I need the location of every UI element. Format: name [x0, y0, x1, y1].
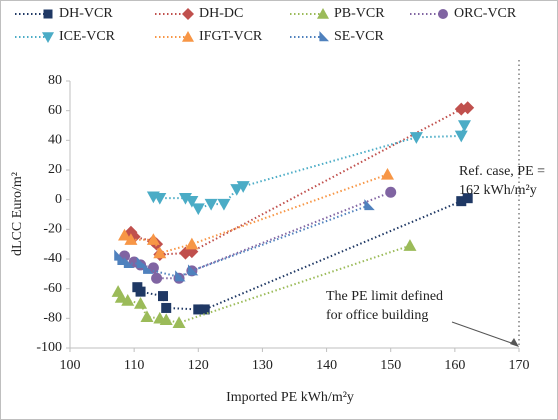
marker — [182, 31, 194, 42]
annotation: Ref. case, PE = — [459, 164, 545, 179]
marker — [159, 313, 173, 326]
x-tick-label: 160 — [444, 358, 465, 373]
marker — [153, 192, 167, 205]
marker — [151, 272, 163, 284]
y-axis-label: dLCC Euro/m² — [10, 172, 25, 256]
legend-label: IFGT-VCR — [199, 29, 263, 44]
trend-line — [123, 173, 388, 255]
marker — [385, 186, 397, 198]
marker — [182, 8, 194, 20]
marker — [317, 8, 329, 19]
marker — [143, 262, 154, 274]
x-tick-label: 130 — [252, 358, 273, 373]
marker — [236, 181, 250, 193]
marker — [454, 130, 468, 143]
marker — [42, 32, 54, 43]
y-tick-label: -100 — [36, 340, 62, 355]
legend-label: DH-VCR — [59, 6, 113, 21]
y-tick-label: 40 — [48, 133, 62, 148]
legend-label: ORC-VCR — [454, 6, 517, 21]
marker — [124, 233, 138, 245]
marker — [461, 101, 475, 115]
marker — [204, 198, 218, 211]
marker — [438, 9, 448, 19]
marker — [158, 291, 169, 302]
marker — [193, 304, 204, 315]
marker — [178, 192, 192, 205]
marker — [135, 286, 146, 297]
y-tick-label: -80 — [43, 311, 62, 326]
x-tick-label: 170 — [509, 358, 530, 373]
marker — [199, 304, 210, 315]
marker — [175, 270, 186, 282]
marker — [118, 228, 132, 241]
trend-line — [153, 125, 466, 210]
legend-label: PB-VCR — [334, 6, 385, 21]
marker — [403, 239, 417, 251]
arrow-head — [510, 338, 519, 347]
marker — [146, 233, 160, 245]
marker — [187, 264, 199, 276]
y-tick-label: -40 — [43, 251, 62, 266]
marker — [381, 167, 395, 180]
marker — [136, 256, 148, 268]
y-tick-label: 20 — [48, 162, 62, 177]
x-tick-label: 110 — [124, 358, 144, 373]
marker — [134, 297, 148, 309]
marker — [114, 249, 125, 261]
marker — [462, 193, 473, 204]
y-tick-label: 0 — [55, 192, 62, 207]
y-tick-label: 60 — [48, 103, 62, 118]
marker — [161, 302, 172, 313]
marker — [123, 256, 135, 268]
marker — [127, 230, 141, 244]
x-tick-label: 100 — [60, 358, 81, 373]
annotation-arrow — [451, 321, 518, 346]
marker — [121, 294, 135, 306]
legend-label: SE-VCR — [334, 29, 384, 44]
x-tick-label: 120 — [188, 358, 209, 373]
marker — [319, 31, 329, 42]
marker — [217, 198, 231, 211]
y-tick-label: -60 — [43, 281, 62, 296]
annotation: 162 kWh/m²y — [459, 183, 537, 198]
legend-label: DH-DC — [199, 6, 243, 21]
marker — [409, 132, 423, 144]
y-tick-label: 80 — [48, 73, 62, 88]
marker — [185, 195, 199, 208]
marker — [172, 316, 186, 328]
x-tick-label: 140 — [316, 358, 337, 373]
marker — [364, 199, 375, 211]
y-tick-label: -20 — [43, 222, 62, 237]
marker — [117, 253, 128, 266]
marker — [43, 9, 53, 19]
annotation: The PE limit defined — [326, 289, 443, 304]
marker — [456, 196, 467, 207]
x-tick-label: 150 — [380, 358, 401, 373]
marker — [191, 203, 205, 216]
annotation: for office building — [326, 308, 428, 323]
x-axis-label: Imported PE kWh/m²y — [226, 390, 354, 405]
marker — [153, 246, 167, 259]
marker — [140, 310, 154, 323]
marker — [185, 237, 199, 250]
marker — [147, 262, 159, 274]
marker — [457, 120, 471, 132]
legend-label: ICE-VCR — [59, 29, 116, 44]
